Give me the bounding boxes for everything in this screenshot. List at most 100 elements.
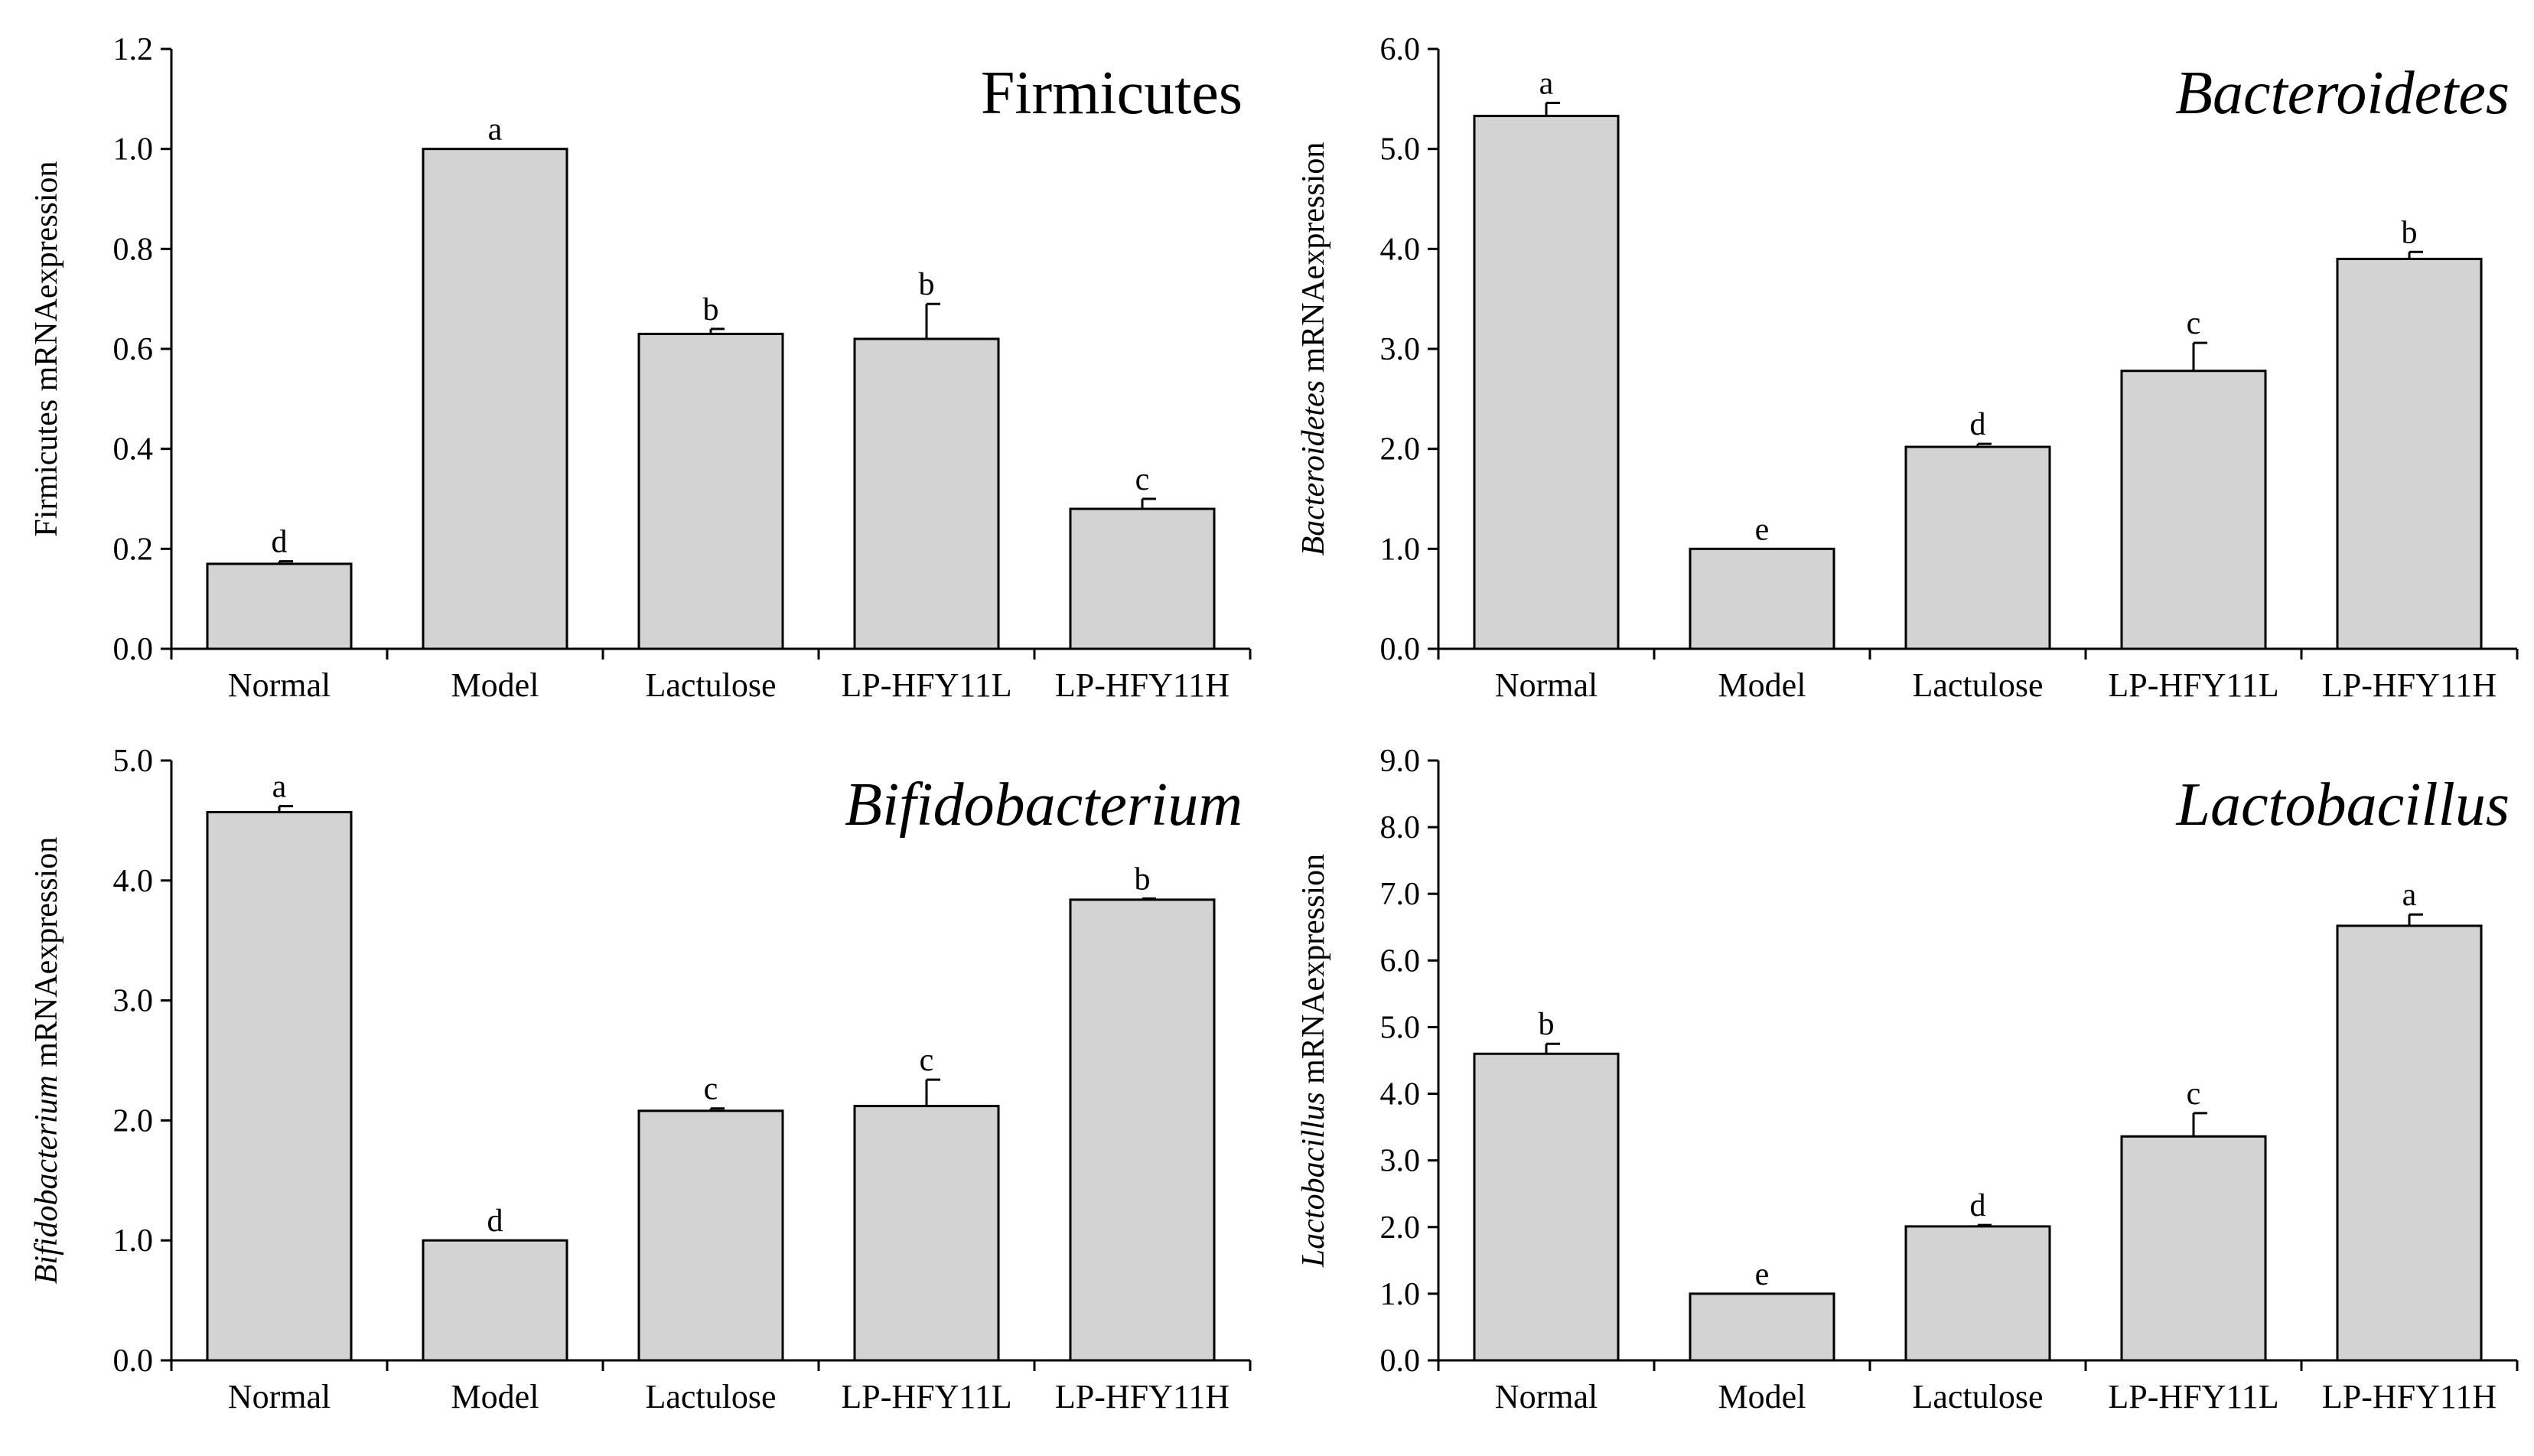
bar-lp-hfy11h (2336, 924, 2483, 1362)
y-axis-label: Bifidobacterium mRNAexpression (29, 837, 64, 1284)
y-tick-label: 3.0 (113, 984, 154, 1019)
x-tick-label: Model (451, 666, 539, 704)
y-tick-label: 6.0 (1380, 32, 1421, 67)
y-tick-label: 0.0 (1380, 1344, 1421, 1379)
chart-title: Lactobacillus (2175, 771, 2510, 839)
y-tick-label: 0.4 (113, 432, 154, 467)
x-tick-label: Normal (228, 666, 331, 704)
x-tick-label: Normal (228, 1378, 331, 1415)
y-tick-label: 1.0 (1380, 1277, 1421, 1312)
y-tick-label: 1.0 (113, 1223, 154, 1259)
y-tick-label: 4.0 (113, 864, 154, 899)
x-tick-label: LP-HFY11L (2108, 1378, 2278, 1415)
bar-lp-hfy11l (2120, 370, 2267, 650)
significance-letter: b (919, 267, 935, 302)
significance-letter: a (488, 112, 503, 148)
significance-letter: b (1539, 1007, 1555, 1042)
y-tick-label: 0.0 (113, 632, 154, 667)
bar-normal (1473, 115, 1620, 650)
y-tick-label: 3.0 (1380, 332, 1421, 367)
y-axis-label: Bacteroidetes mRNAexpression (1296, 142, 1331, 556)
y-tick-label: 0.8 (113, 232, 154, 267)
x-tick-label: Model (451, 1378, 539, 1415)
significance-letter: a (1539, 67, 1554, 102)
x-tick-label: Model (1718, 1378, 1806, 1415)
bar-lactulose (1904, 1225, 2051, 1362)
bar-model (1689, 547, 1835, 650)
y-tick-label: 0.2 (113, 532, 154, 567)
chart-panel-lactobacillus: b Normal e Model d Lactulose c LP-HFY11L a LP-HFY… (1296, 744, 2519, 1415)
significance-letter: d (487, 1204, 503, 1239)
significance-letter: a (272, 770, 287, 805)
bar-lp-hfy11l (2120, 1135, 2267, 1362)
x-tick-label: Lactulose (645, 1378, 776, 1415)
significance-letter: d (1970, 1188, 1986, 1223)
chart-title: Bacteroidetes (2175, 60, 2510, 127)
x-tick-label: LP-HFY11H (2322, 666, 2497, 704)
y-tick-label: 5.0 (1380, 1010, 1421, 1045)
significance-letter: b (703, 292, 719, 327)
bar-model (1689, 1292, 1835, 1362)
x-tick-label: LP-HFY11H (2322, 1378, 2497, 1415)
y-tick-label: 5.0 (113, 744, 154, 779)
bar-lp-hfy11l (853, 1105, 1000, 1362)
x-tick-label: LP-HFY11H (1055, 666, 1230, 704)
y-tick-label: 6.0 (1380, 943, 1421, 979)
x-tick-label: Lactulose (1912, 666, 2043, 704)
chart-title: Firmicutes (981, 60, 1243, 127)
chart-panel-firmicutes: d Normal a Model b Lactulose b LP-HFY11L c LP-HFY… (29, 32, 1252, 704)
x-tick-label: LP-HFY11L (841, 666, 1011, 704)
x-tick-label: LP-HFY11L (2108, 666, 2278, 704)
y-tick-label: 8.0 (1380, 810, 1421, 845)
y-tick-label: 3.0 (1380, 1144, 1421, 1179)
significance-letter: b (1135, 862, 1151, 897)
y-tick-label: 5.0 (1380, 132, 1421, 168)
bar-normal (206, 562, 353, 650)
y-tick-label: 9.0 (1380, 744, 1421, 779)
x-tick-label: LP-HFY11L (841, 1378, 1011, 1415)
significance-letter: b (2402, 215, 2418, 250)
chart-title: Bifidobacterium (845, 771, 1243, 839)
significance-letter: d (1970, 407, 1986, 442)
significance-letter: d (272, 525, 288, 560)
significance-letter: a (2402, 878, 2417, 913)
significance-letter: c (1135, 462, 1150, 497)
x-tick-label: Normal (1495, 666, 1598, 704)
y-tick-label: 1.0 (113, 132, 154, 168)
y-axis-label: Lactobacillus mRNAexpression (1296, 854, 1331, 1268)
bar-lp-hfy11h (2336, 257, 2483, 650)
significance-letter: e (1755, 512, 1770, 547)
y-tick-label: 0.0 (113, 1344, 154, 1379)
y-tick-label: 0.0 (1380, 632, 1421, 667)
y-tick-label: 2.0 (1380, 1210, 1421, 1246)
x-tick-label: Lactulose (645, 666, 776, 704)
y-axis-label: Firmicutes mRNAexpression (29, 161, 64, 536)
chart-panel-bacteroidetes: a Normal e Model d Lactulose c LP-HFY11L b LP-HFY… (1296, 32, 2519, 704)
bar-normal (1473, 1052, 1620, 1362)
x-tick-label: Lactulose (1912, 1378, 2043, 1415)
y-tick-label: 2.0 (113, 1103, 154, 1138)
y-tick-label: 4.0 (1380, 232, 1421, 267)
significance-letter: c (920, 1043, 934, 1078)
significance-letter: c (2187, 306, 2201, 341)
y-tick-label: 7.0 (1380, 877, 1421, 912)
significance-letter: c (2187, 1077, 2201, 1112)
bar-lactulose (1904, 445, 2051, 650)
bar-lactulose (637, 332, 784, 650)
bar-lactulose (637, 1109, 784, 1362)
significance-letter: e (1755, 1257, 1770, 1292)
y-tick-label: 4.0 (1380, 1077, 1421, 1112)
bar-model (422, 148, 568, 650)
bar-normal (206, 810, 353, 1362)
significance-letter: c (704, 1072, 718, 1107)
bar-lp-hfy11h (1069, 507, 1216, 650)
bar-model (422, 1239, 568, 1362)
bar-lp-hfy11h (1069, 898, 1216, 1362)
bar-lp-hfy11l (853, 337, 1000, 650)
x-tick-label: Model (1718, 666, 1806, 704)
chart-panel-bifidobacterium: a Normal d Model c Lactulose c LP-HFY11L b LP-HFY… (29, 744, 1252, 1415)
y-tick-label: 2.0 (1380, 432, 1421, 467)
y-tick-label: 1.0 (1380, 532, 1421, 567)
x-tick-label: LP-HFY11H (1055, 1378, 1230, 1415)
